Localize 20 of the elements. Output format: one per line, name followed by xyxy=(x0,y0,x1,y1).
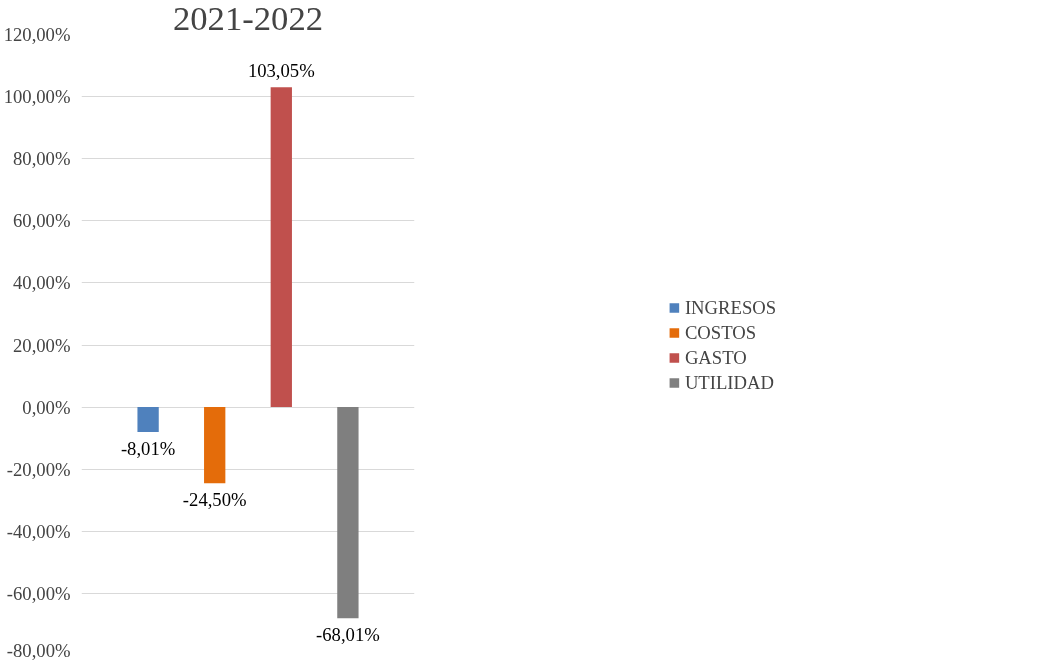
y-tick-label: 0,00% xyxy=(22,396,71,418)
y-tick-label: 100,00% xyxy=(3,86,71,108)
y-tick-label: -40,00% xyxy=(6,520,71,542)
y-tick-label: -60,00% xyxy=(6,582,71,604)
chart-title: 2021-2022 xyxy=(172,0,324,37)
y-tick-label: 40,00% xyxy=(12,272,71,294)
y-tick-label: -80,00% xyxy=(6,639,71,661)
legend-label: UTILIDAD xyxy=(684,371,774,393)
y-tick-label: -20,00% xyxy=(6,458,71,480)
y-tick-label: 60,00% xyxy=(12,210,71,232)
data-label: -24,50% xyxy=(182,489,247,511)
data-label: 103,05% xyxy=(247,60,315,82)
legend-label: GASTO xyxy=(684,346,747,368)
legend-label: COSTOS xyxy=(684,321,757,343)
y-tick-label: 120,00% xyxy=(3,24,71,45)
data-label: -8,01% xyxy=(120,437,176,459)
y-tick-label: 80,00% xyxy=(12,148,71,170)
legend-label: INGRESOS xyxy=(684,296,777,318)
y-tick-label: 20,00% xyxy=(12,334,71,356)
data-label: -68,01% xyxy=(316,624,380,646)
